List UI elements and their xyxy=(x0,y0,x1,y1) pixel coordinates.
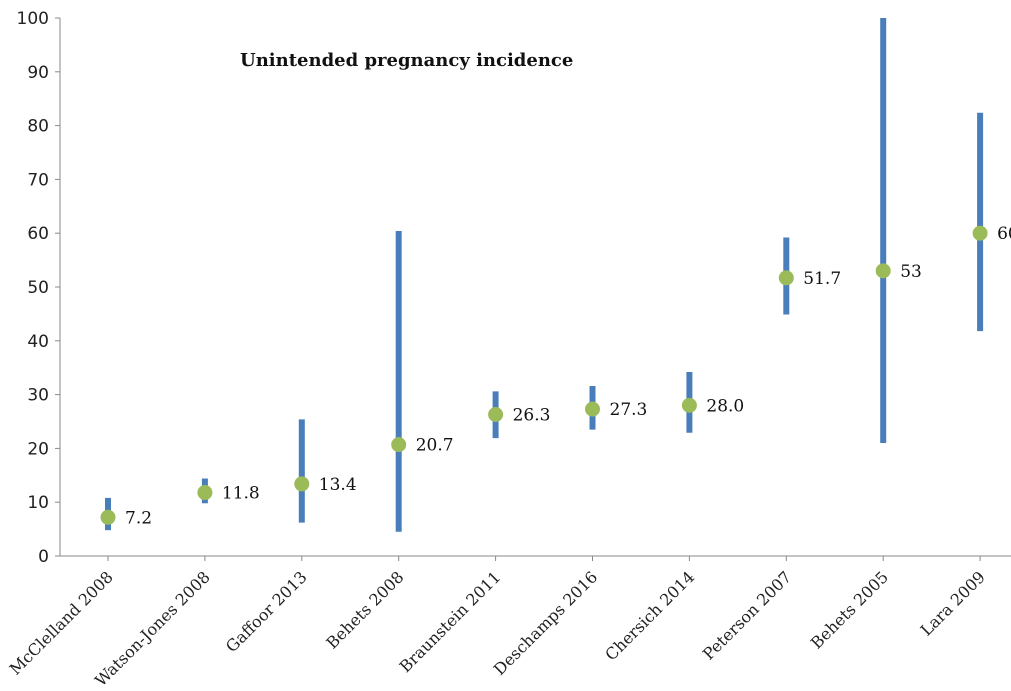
x-tick-label: Gaffoor 2013 xyxy=(222,567,311,656)
y-tick-label: 0 xyxy=(38,547,49,567)
y-tick-label: 60 xyxy=(27,224,49,244)
data-point xyxy=(100,509,116,525)
x-tick-label: Behets 2008 xyxy=(322,567,407,652)
data-point xyxy=(294,476,310,492)
data-point xyxy=(681,397,697,413)
data-point xyxy=(778,270,794,286)
data-labels: 7.2 11.8 13.4 20.7 26.3 27.3 28.0 51.7 53 60 xyxy=(125,224,1011,528)
data-label: 51.7 xyxy=(803,269,841,289)
y-tick-label: 10 xyxy=(27,493,49,513)
data-label: 20.7 xyxy=(416,436,454,456)
data-label: 7.2 xyxy=(125,508,152,528)
data-point xyxy=(488,407,504,423)
data-label: 13.4 xyxy=(319,475,357,495)
x-tick-label: Lara 2009 xyxy=(917,567,989,639)
x-tick-label: Behets 2005 xyxy=(807,567,892,652)
y-tick-label: 90 xyxy=(27,63,49,83)
data-point xyxy=(875,263,891,279)
y-tick-label: 70 xyxy=(27,170,49,190)
data-point xyxy=(197,485,213,501)
data-label: 26.3 xyxy=(513,406,551,426)
y-tick-label: 30 xyxy=(27,386,49,406)
y-tick-label: 100 xyxy=(17,9,49,29)
x-tick-label: Peterson 2007 xyxy=(699,567,795,663)
chart-title: Unintended pregnancy incidence xyxy=(240,50,573,71)
y-tick-label: 20 xyxy=(27,439,49,459)
x-tick-label: Braunstein 2011 xyxy=(396,567,505,676)
data-label: 53 xyxy=(900,262,922,282)
data-label: 60 xyxy=(997,224,1011,244)
data-point xyxy=(972,225,988,241)
error-bars xyxy=(105,18,984,532)
y-tick-label: 50 xyxy=(27,278,49,298)
y-tick-label: 40 xyxy=(27,332,49,352)
data-point xyxy=(391,437,407,453)
x-tick-label: McClelland 2008 xyxy=(6,567,117,678)
y-tick-label: 80 xyxy=(27,117,49,137)
data-label: 28.0 xyxy=(706,396,744,416)
y-axis: 0 10 20 30 40 50 60 70 80 90 100 xyxy=(17,9,61,567)
x-tick-label: Chersich 2014 xyxy=(601,567,698,664)
x-tick-label: Deschamps 2016 xyxy=(490,567,602,679)
data-points xyxy=(100,225,988,525)
data-label: 27.3 xyxy=(610,400,648,420)
data-point xyxy=(585,401,600,417)
data-label: 11.8 xyxy=(222,484,260,504)
